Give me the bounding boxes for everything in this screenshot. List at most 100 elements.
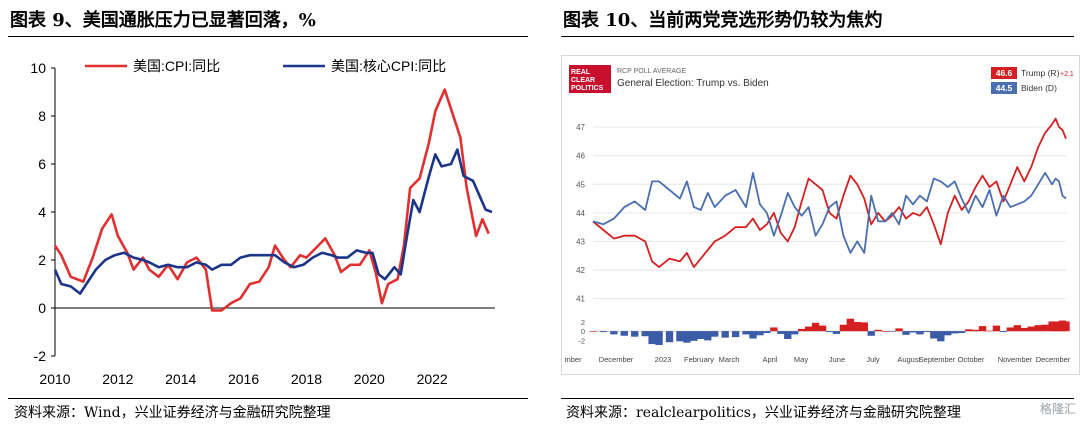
spread-bar: [683, 331, 691, 343]
series-line-2: [53, 148, 493, 295]
rcp-logo-text-1: REAL: [571, 69, 591, 76]
spread-bar: [797, 328, 806, 332]
spread-bar: [804, 326, 813, 332]
legend-value-box-1: [991, 67, 1017, 79]
spread-tick-label: -2: [578, 336, 585, 345]
spread-bar: [641, 331, 649, 337]
y-tick-label: 0: [38, 300, 46, 316]
poll-panel-border: [561, 55, 1080, 375]
spread-bar: [895, 328, 903, 332]
x-tick-label: 2014: [165, 371, 196, 387]
y-tick-label: 4: [38, 204, 46, 220]
spread-bar: [731, 331, 740, 338]
x-tick-label: December: [1036, 355, 1071, 364]
x-tick-label: 2020: [354, 371, 385, 387]
spread-bar: [902, 331, 910, 335]
spread-bar: [711, 331, 719, 337]
spread-bar: [791, 331, 799, 335]
y-tick-label: 43: [576, 237, 585, 246]
spread-bar: [971, 329, 980, 332]
spread-bar: [620, 331, 628, 336]
spread-bar: [818, 325, 827, 332]
spread-bar: [1041, 324, 1049, 332]
poll-caption: RCP POLL AVERAGE: [617, 68, 686, 75]
spread-bar: [839, 324, 848, 332]
legend-value-1: 46.6: [996, 68, 1013, 78]
left-figure-title: 图表 9、美国通胀压力已显著回落，%: [10, 10, 316, 31]
spread-bar: [909, 331, 917, 333]
poll-title: General Election: Trump vs. Biden: [617, 78, 769, 89]
spread-bar: [860, 322, 868, 332]
spread-bar: [944, 331, 952, 336]
x-tick-label: December: [599, 355, 634, 364]
spread-bar: [825, 331, 834, 333]
spread-bar: [742, 331, 750, 335]
x-tick-label: mber: [564, 355, 582, 364]
poll-series-line-2: [592, 172, 1067, 254]
spread-tick-label: 2: [581, 318, 585, 327]
spread-bar: [811, 322, 820, 332]
legend-name-1: Trump (R): [1021, 68, 1060, 78]
legend-name-2: Biden (D): [1021, 83, 1057, 93]
x-tick-label: 2016: [228, 371, 259, 387]
y-tick-label: 10: [30, 60, 46, 76]
rcp-logo-box: [569, 65, 611, 93]
x-tick-label: June: [829, 355, 845, 364]
spread-bar: [631, 331, 639, 337]
spread-bar: [923, 331, 931, 333]
watermark: 格隆汇: [1039, 402, 1076, 416]
spread-bar: [957, 331, 966, 333]
spread-bar: [756, 331, 764, 336]
x-tick-label: April: [762, 355, 777, 364]
legend-change-1: +2.1: [1060, 71, 1074, 78]
x-tick-label: February: [684, 355, 714, 364]
x-tick-label: 2010: [39, 371, 70, 387]
spread-bar: [1034, 325, 1042, 332]
spread-bar: [697, 331, 705, 339]
rcp-logo-text-2: CLEAR: [571, 77, 595, 84]
legend-value-box-2: [991, 82, 1017, 94]
left-source: 资料来源：Wind，兴业证券经济与金融研究院整理: [14, 405, 331, 421]
spread-bar: [777, 331, 785, 334]
y-tick-label: 45: [576, 180, 585, 189]
spread-bar: [1020, 327, 1028, 332]
x-tick-label: 2012: [102, 371, 133, 387]
spread-bar: [784, 331, 792, 339]
spread-bar: [665, 331, 674, 343]
series-line-1: [53, 88, 490, 312]
spread-bar: [964, 329, 973, 332]
cpi-chart: -2 0 2 4 6 8 10 2010 2012 2014 2016 2018 2020 2022 美国:…: [30, 58, 495, 387]
spread-bar: [832, 331, 841, 334]
spread-bar: [867, 331, 875, 336]
left-source-rule: [8, 398, 528, 399]
y-tick-label: 42: [576, 266, 585, 275]
spread-bar: [676, 331, 684, 342]
x-tick-label: 2023: [655, 355, 672, 364]
spread-bar: [888, 331, 896, 332]
spread-bar: [1006, 327, 1015, 332]
rcp-logo-text-3: POLITICS: [571, 85, 604, 92]
spread-bar: [874, 329, 882, 332]
legend-value-2: 44.5: [996, 83, 1013, 93]
spread-bar: [749, 331, 757, 339]
right-figure-title: 图表 10、当前两党竞选形势仍较为焦灼: [563, 10, 883, 31]
x-tick-label: July: [866, 355, 880, 364]
spread-bar: [992, 325, 1001, 332]
spread-bar: [1062, 321, 1070, 332]
spread-bar: [690, 331, 698, 341]
right-source-rule: [561, 398, 1074, 399]
x-tick-label: March: [719, 355, 740, 364]
y-tick-label: 41: [576, 295, 585, 304]
spread-bar: [978, 326, 987, 332]
spread-bar: [704, 331, 712, 341]
right-source: 资料来源：realclearpolitics，兴业证券经济与金融研究院整理: [566, 405, 961, 421]
y-tick-label: 46: [576, 152, 585, 161]
x-tick-label: August: [897, 355, 921, 364]
spread-bar: [999, 331, 1008, 333]
x-tick-label: May: [794, 355, 808, 364]
y-tick-label: -2: [34, 348, 47, 364]
y-tick-label: 2: [38, 252, 46, 268]
spread-bar: [846, 318, 855, 332]
y-tick-label: 6: [38, 156, 46, 172]
left-title-rule: [8, 36, 528, 37]
